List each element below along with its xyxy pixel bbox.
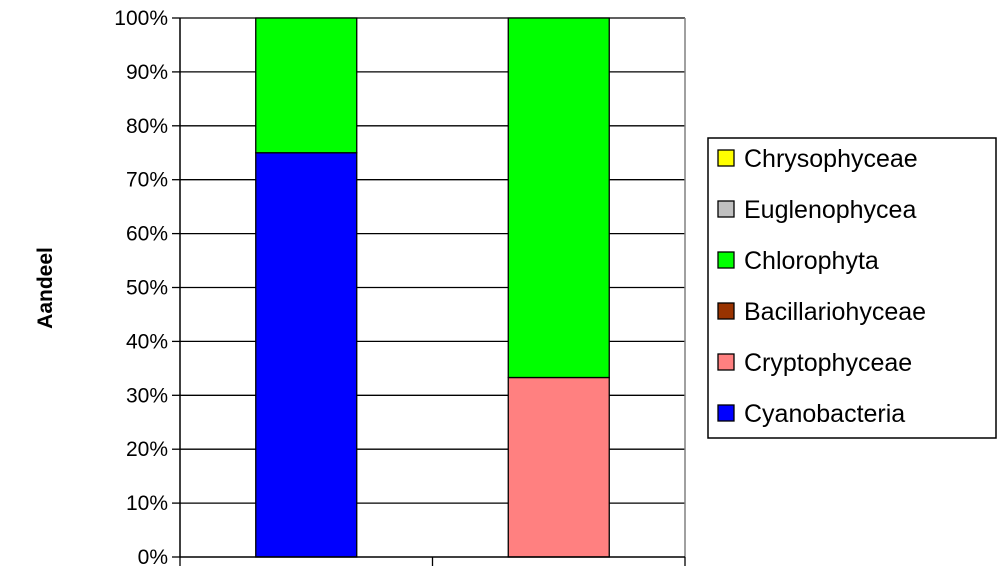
y-tick-label: 30% bbox=[126, 384, 168, 407]
legend-label: Chlorophyta bbox=[744, 247, 879, 275]
bar-segment-cyanobacteria bbox=[255, 152, 358, 558]
legend: Chrysophyceae Euglenophycea Chlorophyta Bac… bbox=[707, 137, 997, 439]
bar-segment-cryptophyceae bbox=[507, 376, 610, 558]
y-tick-label: 10% bbox=[126, 492, 168, 515]
y-tick-label: 60% bbox=[126, 223, 168, 246]
legend-label: Cryptophyceae bbox=[744, 349, 912, 377]
y-tick-label: 20% bbox=[126, 438, 168, 461]
legend-label: Euglenophycea bbox=[744, 196, 916, 224]
legend-swatch bbox=[717, 404, 735, 422]
legend-swatch bbox=[717, 251, 735, 269]
legend-swatch bbox=[717, 149, 735, 167]
y-tick-label: 90% bbox=[126, 61, 168, 84]
y-tick-label: 40% bbox=[126, 330, 168, 353]
legend-swatch bbox=[717, 353, 735, 371]
legend-box bbox=[707, 137, 997, 439]
bar-segment-chlorophyta bbox=[255, 17, 358, 154]
legend-swatch bbox=[717, 200, 735, 218]
y-tick-label: 100% bbox=[114, 7, 168, 30]
bar-segment-chlorophyta bbox=[507, 17, 610, 379]
y-tick-label: 80% bbox=[126, 115, 168, 138]
y-axis-title: Aandeel bbox=[34, 247, 57, 329]
legend-label: Cyanobacteria bbox=[744, 400, 905, 428]
y-tick-label: 50% bbox=[126, 277, 168, 300]
legend-label: Chrysophyceae bbox=[744, 145, 918, 173]
y-tick-label: 70% bbox=[126, 169, 168, 192]
axes bbox=[172, 17, 686, 566]
y-tick-label: 0% bbox=[138, 546, 168, 569]
legend-label: Bacillariohyceae bbox=[744, 298, 926, 326]
legend-swatch bbox=[717, 302, 735, 320]
y-tick-labels: 0% 10% 20% 30% 40% 50% 60% 70% 80% 90% 100% bbox=[114, 7, 168, 569]
